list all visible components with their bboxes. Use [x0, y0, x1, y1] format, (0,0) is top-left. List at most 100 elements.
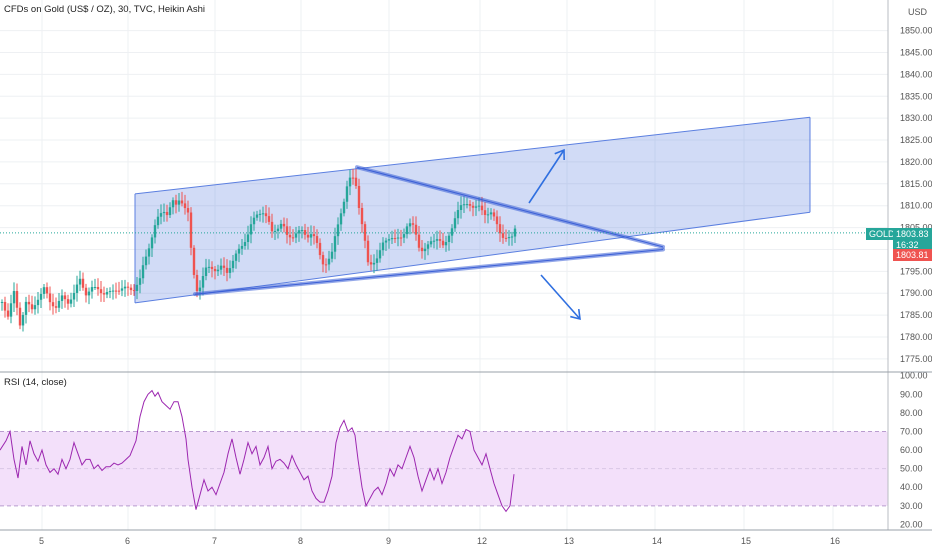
candle-body [12, 291, 16, 304]
rsi-tick-label: 50.00 [900, 464, 923, 474]
candle-body [33, 305, 37, 310]
candle-body [69, 299, 73, 304]
candle-body [402, 234, 406, 238]
candle-body [225, 267, 229, 273]
candle-body [252, 217, 256, 225]
candle-body [306, 234, 310, 238]
last-price-badge: 1803.83 [893, 228, 932, 240]
candle-body [105, 292, 109, 295]
candle-body [39, 293, 43, 300]
candle-body [255, 214, 259, 218]
candle-body [441, 240, 445, 246]
breakout-down-arrow-head [570, 308, 581, 321]
candle-body [468, 204, 472, 206]
x-tick-label: 5 [39, 536, 44, 546]
candle-body [204, 267, 208, 277]
candle-body [273, 230, 277, 232]
candle-body [444, 242, 448, 246]
y-tick-label: 1830.00 [900, 113, 932, 123]
candle-body [369, 262, 373, 265]
candle-body [411, 223, 415, 225]
candle-body [216, 269, 220, 272]
candle-body [315, 236, 319, 243]
candle-body [66, 299, 70, 304]
candle-body [189, 212, 193, 248]
breakout-up-arrow-head [554, 148, 565, 161]
candle-body [393, 238, 397, 240]
candle-body [336, 224, 340, 237]
candle-body [312, 234, 316, 237]
candle-body [135, 284, 139, 291]
y-tick-label: 1835.00 [900, 91, 932, 101]
chart-title: CFDs on Gold (US$ / OZ), 30, TVC, Heikin… [4, 4, 205, 15]
candle-body [417, 234, 421, 248]
candle-body [126, 286, 130, 288]
candle-body [405, 226, 409, 235]
candle-body [447, 235, 451, 243]
candle-body [231, 260, 235, 269]
currency-label[interactable]: USD [905, 6, 931, 18]
candle-body [279, 223, 283, 229]
candle-body [342, 201, 346, 214]
candle-body [309, 234, 313, 238]
rsi-tick-label: 70.00 [900, 426, 923, 436]
candle-body [162, 211, 166, 214]
candle-body [492, 212, 496, 217]
grid [0, 0, 888, 530]
candle-body [132, 290, 136, 292]
candle-body [177, 200, 181, 205]
rsi-tick-label: 90.00 [900, 389, 923, 399]
candle-body [180, 200, 184, 204]
candle-body [207, 266, 211, 268]
candle-body [420, 247, 424, 252]
candle-body [396, 237, 400, 239]
x-tick-label: 14 [652, 536, 662, 546]
candle-body [18, 307, 22, 326]
candles [0, 168, 517, 332]
candle-body [15, 291, 19, 308]
candle-body [30, 304, 34, 310]
candle-body [219, 265, 223, 270]
candle-body [348, 177, 352, 187]
candle-body [150, 237, 154, 249]
y-tick-label: 1810.00 [900, 201, 932, 211]
candle-body [504, 237, 508, 239]
candle-body [330, 251, 334, 259]
candle-body [324, 264, 328, 266]
candle-body [108, 291, 112, 293]
candle-body [165, 211, 169, 216]
candle-body [462, 204, 466, 206]
y-tick-label: 1785.00 [900, 310, 932, 320]
y-tick-label: 1805.00 [900, 223, 932, 233]
y-tick-label: 1795.00 [900, 266, 932, 276]
candle-body [486, 214, 490, 216]
candle-body [0, 301, 4, 303]
candle-body [399, 237, 403, 239]
candle-body [285, 226, 289, 235]
candle-body [102, 293, 106, 295]
candle-body [294, 233, 298, 238]
candle-body [495, 216, 499, 225]
candle-body [144, 256, 148, 266]
candle-body [183, 203, 187, 209]
candle-body [114, 290, 118, 292]
candle-body [456, 210, 460, 219]
y-tick-label: 1775.00 [900, 354, 932, 364]
candle-body [276, 228, 280, 231]
candle-body [327, 258, 331, 265]
candle-body [213, 268, 217, 272]
y-tick-label: 1820.00 [900, 157, 932, 167]
y-tick-label: 1840.00 [900, 69, 932, 79]
candle-body [321, 255, 325, 265]
candle-body [129, 287, 133, 291]
candle-body [117, 290, 121, 292]
x-tick-label: 9 [386, 536, 391, 546]
candle-body [57, 300, 61, 308]
open-price-badge: 1803.81 [893, 249, 932, 261]
candle-body [414, 224, 418, 235]
candle-body [81, 278, 85, 288]
support-trend-line-core [194, 248, 664, 295]
candle-body [303, 230, 307, 235]
candle-body [63, 295, 67, 300]
